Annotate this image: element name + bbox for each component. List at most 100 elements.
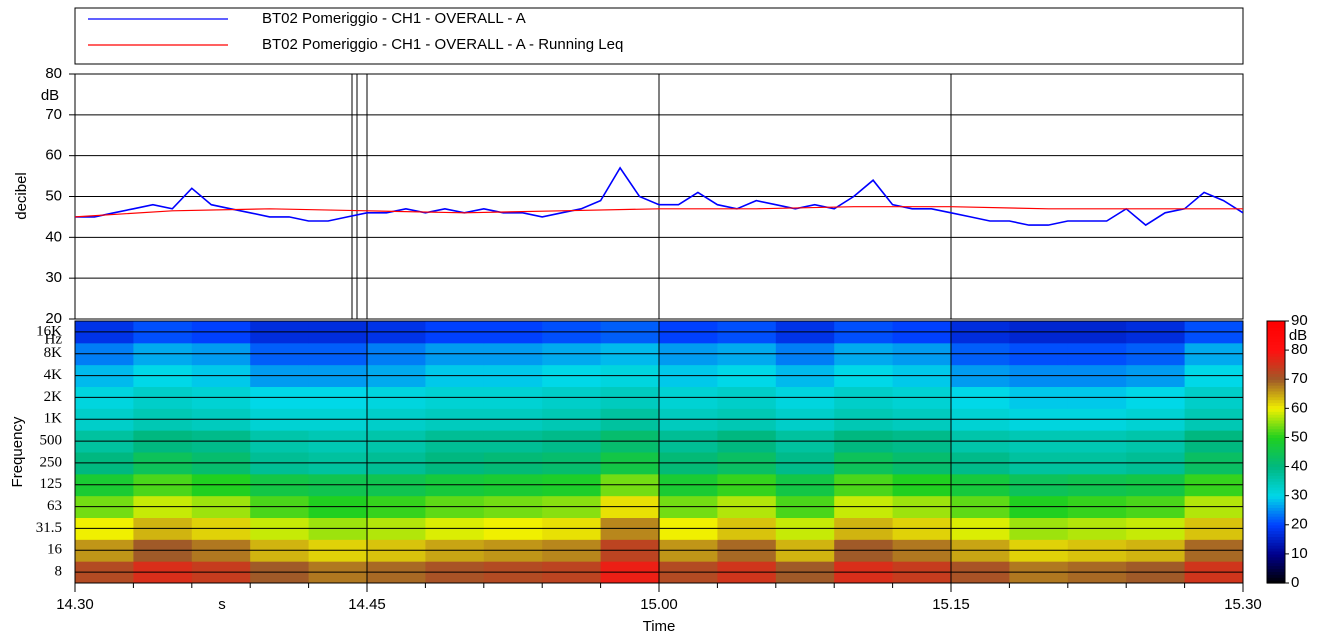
colorbar-step	[1267, 341, 1285, 345]
colorbar-step	[1267, 370, 1285, 374]
colorbar-step	[1267, 396, 1285, 401]
legend-label: BT02 Pomeriggio - CH1 - OVERALL - A	[262, 10, 526, 27]
colorbar-step	[1267, 484, 1285, 488]
colorbar-step	[1267, 443, 1285, 447]
colorbar-step	[1267, 376, 1285, 380]
colorbar-step	[1267, 344, 1285, 348]
y-tick-label: 16K	[36, 323, 62, 339]
colorbar-step	[1267, 577, 1285, 581]
colorbar-step	[1267, 478, 1285, 482]
y-tick-label: 500	[40, 433, 63, 449]
colorbar-step	[1267, 387, 1285, 392]
colorbar-step	[1267, 580, 1285, 584]
x-tick-label: 14.45	[348, 596, 386, 613]
colorbar-step	[1267, 417, 1285, 421]
y-axis-label: decibel	[13, 172, 30, 220]
y-tick-label: 40	[45, 228, 62, 245]
colorbar-step	[1267, 550, 1285, 555]
colorbar-step	[1267, 513, 1285, 517]
y-unit: Hz	[45, 331, 63, 347]
colorbar-tick-label: 10	[1291, 545, 1308, 562]
colorbar-step	[1267, 562, 1285, 567]
colorbar-step	[1267, 504, 1285, 508]
x-tick-label: 15.00	[640, 596, 678, 613]
colorbar-step	[1267, 466, 1285, 471]
colorbar-tick-label: 80	[1291, 341, 1308, 358]
colorbar-step	[1267, 510, 1285, 514]
colorbar-step	[1267, 495, 1285, 500]
data-line	[75, 206, 1243, 218]
legend-label: BT02 Pomeriggio - CH1 - OVERALL - A - Ru…	[262, 36, 623, 53]
colorbar-step	[1267, 481, 1285, 485]
colorbar-step	[1267, 425, 1285, 430]
colorbar-step	[1267, 338, 1285, 342]
y-tick-label: 70	[45, 106, 62, 123]
colorbar-step	[1267, 492, 1285, 497]
colorbar-step	[1267, 527, 1285, 532]
y-tick-label: 60	[45, 147, 62, 164]
colorbar-step	[1267, 382, 1285, 386]
x-unit: s	[218, 596, 226, 613]
colorbar-step	[1267, 539, 1285, 543]
y-tick-label: 1K	[44, 411, 63, 427]
y-unit: dB	[41, 87, 59, 104]
colorbar-step	[1267, 536, 1285, 540]
colorbar-step	[1267, 408, 1285, 412]
colorbar-step	[1267, 518, 1285, 523]
colorbar-step	[1267, 469, 1285, 473]
colorbar-step	[1267, 419, 1285, 424]
colorbar-step	[1267, 437, 1285, 441]
colorbar-tick-label: 0	[1291, 574, 1299, 591]
colorbar-unit: dB	[1289, 327, 1307, 344]
colorbar-tick-label: 50	[1291, 428, 1308, 445]
y-tick-label: 80	[45, 65, 62, 82]
colorbar-step	[1267, 411, 1285, 415]
x-tick-label: 15.15	[932, 596, 970, 613]
y-tick-label: 16	[47, 542, 63, 558]
colorbar-frame	[1266, 320, 1286, 584]
colorbar-step	[1267, 367, 1285, 372]
colorbar-step	[1267, 358, 1285, 363]
y-axis-label: Frequency	[9, 416, 26, 487]
colorbar-step	[1267, 454, 1285, 459]
colorbar-step	[1267, 521, 1285, 526]
legend-box	[74, 7, 1244, 65]
colorbar-step	[1267, 353, 1285, 357]
colorbar-step	[1267, 472, 1285, 476]
colorbar-step	[1267, 364, 1285, 369]
colorbar-step	[1267, 414, 1285, 418]
colorbar-tick-label: 40	[1291, 458, 1308, 475]
colorbar-step	[1267, 385, 1285, 389]
colorbar-step	[1267, 434, 1285, 439]
y-tick-label: 8K	[44, 345, 63, 361]
colorbar-step	[1267, 530, 1285, 535]
colorbar-step	[1267, 516, 1285, 520]
colorbar-step	[1267, 329, 1285, 334]
colorbar-step	[1267, 489, 1285, 494]
colorbar-step	[1267, 422, 1285, 427]
colorbar-step	[1267, 350, 1285, 354]
colorbar-step	[1267, 449, 1285, 453]
colorbar-step	[1267, 335, 1285, 340]
colorbar-step	[1267, 565, 1285, 570]
x-axis-label: Time	[643, 618, 676, 635]
colorbar-step	[1267, 355, 1285, 360]
y-tick-label: 31.5	[36, 520, 62, 536]
colorbar-step	[1267, 347, 1285, 351]
colorbar-step	[1267, 486, 1285, 491]
colorbar-step	[1267, 545, 1285, 549]
x-tick-label: 15.30	[1224, 596, 1262, 613]
colorbar-step	[1267, 559, 1285, 564]
colorbar-step	[1267, 548, 1285, 552]
colorbar-step	[1267, 452, 1285, 456]
y-tick-label: 4K	[44, 367, 63, 383]
colorbar-step	[1267, 498, 1285, 503]
colorbar-step	[1267, 393, 1285, 398]
colorbar-tick-label: 60	[1291, 399, 1308, 416]
colorbar-step	[1267, 475, 1285, 479]
colorbar-step	[1267, 431, 1285, 436]
colorbar-step	[1267, 553, 1285, 558]
colorbar-step	[1267, 405, 1285, 409]
colorbar-step	[1267, 332, 1285, 337]
